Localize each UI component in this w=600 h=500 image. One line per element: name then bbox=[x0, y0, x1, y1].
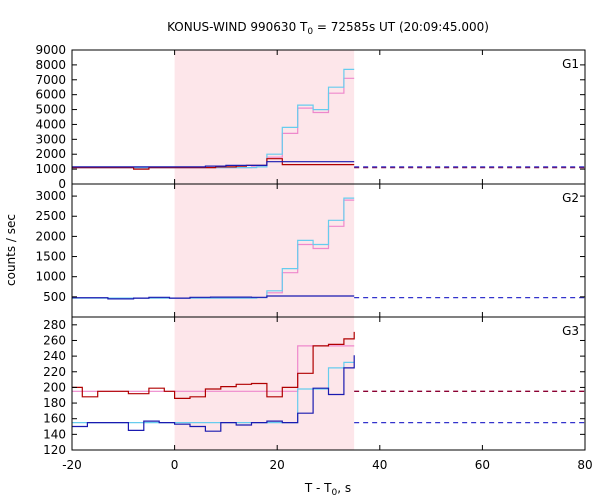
panel-label-g1: G1 bbox=[562, 57, 579, 71]
y-tick-label-g3: 260 bbox=[43, 333, 66, 347]
y-tick-label-g1: 0 bbox=[58, 177, 66, 191]
series-red-g1 bbox=[72, 158, 355, 170]
chart-title-suffix: = 72585s UT (20:09:45.000) bbox=[313, 20, 489, 34]
y-axis-label: counts / sec bbox=[4, 214, 18, 286]
chart-title-subscript: 0 bbox=[307, 27, 313, 37]
plot-panels: 0100020003000400050006000700080009000G15… bbox=[35, 43, 592, 472]
panel-frame-g3 bbox=[71, 316, 586, 451]
x-tick-label: 20 bbox=[270, 458, 285, 472]
y-tick-label-g3: 180 bbox=[43, 396, 66, 410]
panel-label-g2: G2 bbox=[562, 191, 579, 205]
y-tick-label-g2: 2000 bbox=[35, 229, 66, 243]
x-axis-label: T - T0, s bbox=[304, 481, 351, 498]
series-pink-g3 bbox=[72, 345, 355, 392]
chart-title-prefix: KONUS-WIND 990630 T bbox=[167, 20, 308, 34]
y-tick-label-g3: 240 bbox=[43, 349, 66, 363]
series-blue-g3 bbox=[72, 355, 355, 432]
y-tick-label-g1: 4000 bbox=[35, 117, 66, 131]
chart-title: KONUS-WIND 990630 T0 = 72585s UT (20:09:… bbox=[167, 20, 489, 37]
x-tick-label: 60 bbox=[475, 458, 490, 472]
y-tick-label-g1: 7000 bbox=[35, 73, 66, 87]
y-tick-label-g1: 6000 bbox=[35, 88, 66, 102]
y-tick-label-g1: 8000 bbox=[35, 58, 66, 72]
x-axis-label-suffix: , s bbox=[337, 481, 351, 495]
y-tick-label-g1: 1000 bbox=[35, 162, 66, 176]
shaded-interval-g1 bbox=[174, 50, 355, 184]
panel-label-g3: G3 bbox=[562, 324, 579, 338]
x-tick-label: -20 bbox=[62, 458, 82, 472]
y-tick-label-g1: 2000 bbox=[35, 147, 66, 161]
y-tick-label-g3: 200 bbox=[43, 380, 66, 394]
y-tick-label-g3: 160 bbox=[43, 412, 66, 426]
x-tick-label: 80 bbox=[577, 458, 592, 472]
y-tick-label-g2: 3000 bbox=[35, 189, 66, 203]
panel-g2: 500 1000 1500 2000 2500 3000 G2 bbox=[35, 183, 586, 318]
x-tick-label: 0 bbox=[171, 458, 179, 472]
x-axis-label-subscript: 0 bbox=[332, 488, 338, 498]
y-tick-label-g3: 280 bbox=[43, 318, 66, 332]
y-tick-label-g3: 220 bbox=[43, 365, 66, 379]
x-tick-label: 40 bbox=[372, 458, 387, 472]
y-tick-label-g3: 120 bbox=[43, 443, 66, 457]
y-tick-label-g2: 1000 bbox=[35, 270, 66, 284]
series-red-g3 bbox=[72, 331, 355, 399]
y-tick-label-g3: 140 bbox=[43, 427, 66, 441]
series-blue-g2 bbox=[72, 295, 355, 300]
y-tick-label-g1: 3000 bbox=[35, 132, 66, 146]
x-axis-label-prefix: T - T bbox=[304, 481, 332, 495]
y-tick-label-g2: 500 bbox=[43, 290, 66, 304]
y-tick-label-g2: 1500 bbox=[35, 250, 66, 264]
shaded-interval-g2 bbox=[174, 184, 355, 317]
y-tick-label-g1: 5000 bbox=[35, 103, 66, 117]
series-blue-g1 bbox=[72, 161, 355, 168]
series-cyan-g1 bbox=[72, 68, 355, 169]
y-tick-label-g1: 9000 bbox=[35, 43, 66, 57]
y-tick-label-g2: 2500 bbox=[35, 209, 66, 223]
